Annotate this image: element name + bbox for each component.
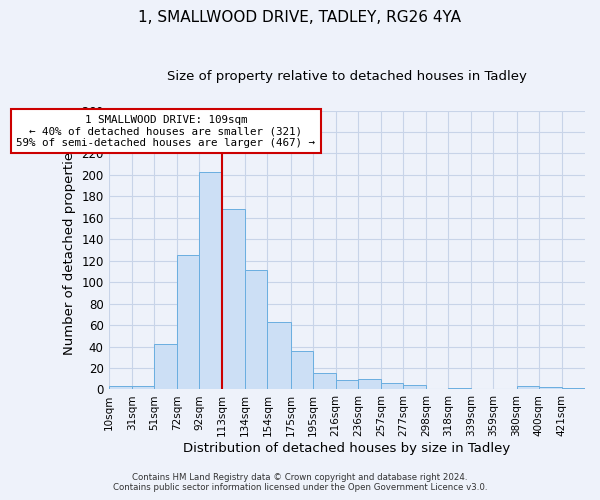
X-axis label: Distribution of detached houses by size in Tadley: Distribution of detached houses by size … [183,442,511,455]
Bar [358,378,381,390]
Bar [539,388,562,390]
Bar [336,380,358,390]
Bar [403,385,426,390]
Text: 1, SMALLWOOD DRIVE, TADLEY, RG26 4YA: 1, SMALLWOOD DRIVE, TADLEY, RG26 4YA [139,10,461,25]
Text: Contains HM Land Registry data © Crown copyright and database right 2024.
Contai: Contains HM Land Registry data © Crown c… [113,473,487,492]
Bar [199,172,222,390]
Bar [290,351,313,390]
Bar [131,386,154,390]
Bar [313,374,336,390]
Title: Size of property relative to detached houses in Tadley: Size of property relative to detached ho… [167,70,527,83]
Bar [222,209,245,390]
Bar [268,322,290,390]
Bar [448,388,472,390]
Y-axis label: Number of detached properties: Number of detached properties [63,145,76,355]
Bar [245,270,268,390]
Bar [177,256,199,390]
Bar [154,344,177,390]
Bar [381,383,403,390]
Bar [562,388,585,390]
Text: 1 SMALLWOOD DRIVE: 109sqm
← 40% of detached houses are smaller (321)
59% of semi: 1 SMALLWOOD DRIVE: 109sqm ← 40% of detac… [16,115,316,148]
Bar [109,386,131,390]
Bar [517,386,539,390]
